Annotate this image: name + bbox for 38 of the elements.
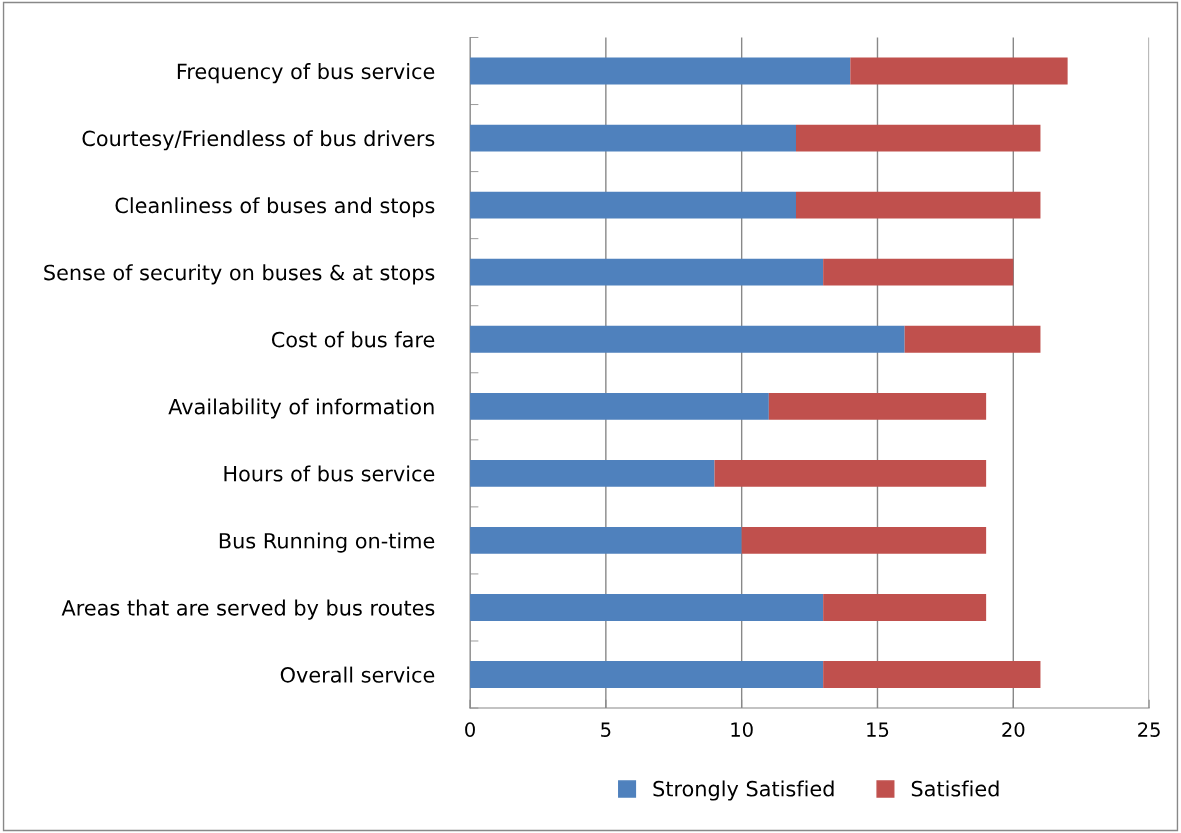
bar xyxy=(470,124,796,152)
y-tick-label: Cleanliness of buses and stops xyxy=(115,197,435,218)
x-tick-label: 25 xyxy=(1138,722,1160,737)
bar xyxy=(470,661,824,688)
y-tick-label: Cost of bus fare xyxy=(271,331,435,348)
y-tick-label: Overall service xyxy=(280,666,435,683)
x-tick-label: 10 xyxy=(731,722,753,737)
y-tick-label: Courtesy/Friendless of bus drivers xyxy=(82,130,435,151)
bar xyxy=(904,325,1041,353)
bar xyxy=(850,57,1068,85)
bar xyxy=(795,124,1041,152)
bar xyxy=(470,258,824,286)
legend-label: Satisfied xyxy=(911,780,999,797)
bar xyxy=(768,392,987,420)
y-tick-label: Frequency of bus service xyxy=(177,63,435,84)
bar xyxy=(470,594,824,621)
y-tick-label: Sense of security on buses & at stops xyxy=(44,264,435,285)
x-tick-label: 0 xyxy=(465,722,475,737)
bar xyxy=(470,459,715,487)
x-tick-label: 20 xyxy=(1002,722,1025,737)
bar xyxy=(795,191,1041,219)
bar xyxy=(823,594,987,621)
x-tick-label: 15 xyxy=(867,722,889,737)
bar xyxy=(470,325,905,353)
legend-label: Strongly Satisfied xyxy=(653,780,834,801)
y-tick-label: Hours of bus service xyxy=(224,465,435,482)
bar xyxy=(823,661,1041,688)
bar xyxy=(470,57,851,85)
y-tick-label: Availability of information xyxy=(168,398,434,419)
bar xyxy=(741,527,987,554)
bar xyxy=(714,459,987,487)
y-tick-label: Areas that are served by bus routes xyxy=(61,599,435,620)
x-tick-label: 5 xyxy=(601,722,611,737)
bar xyxy=(470,191,796,219)
y-tick-label: Bus Running on-time xyxy=(219,532,435,553)
bar xyxy=(823,258,1014,286)
bar xyxy=(470,527,742,554)
bar xyxy=(470,392,769,420)
